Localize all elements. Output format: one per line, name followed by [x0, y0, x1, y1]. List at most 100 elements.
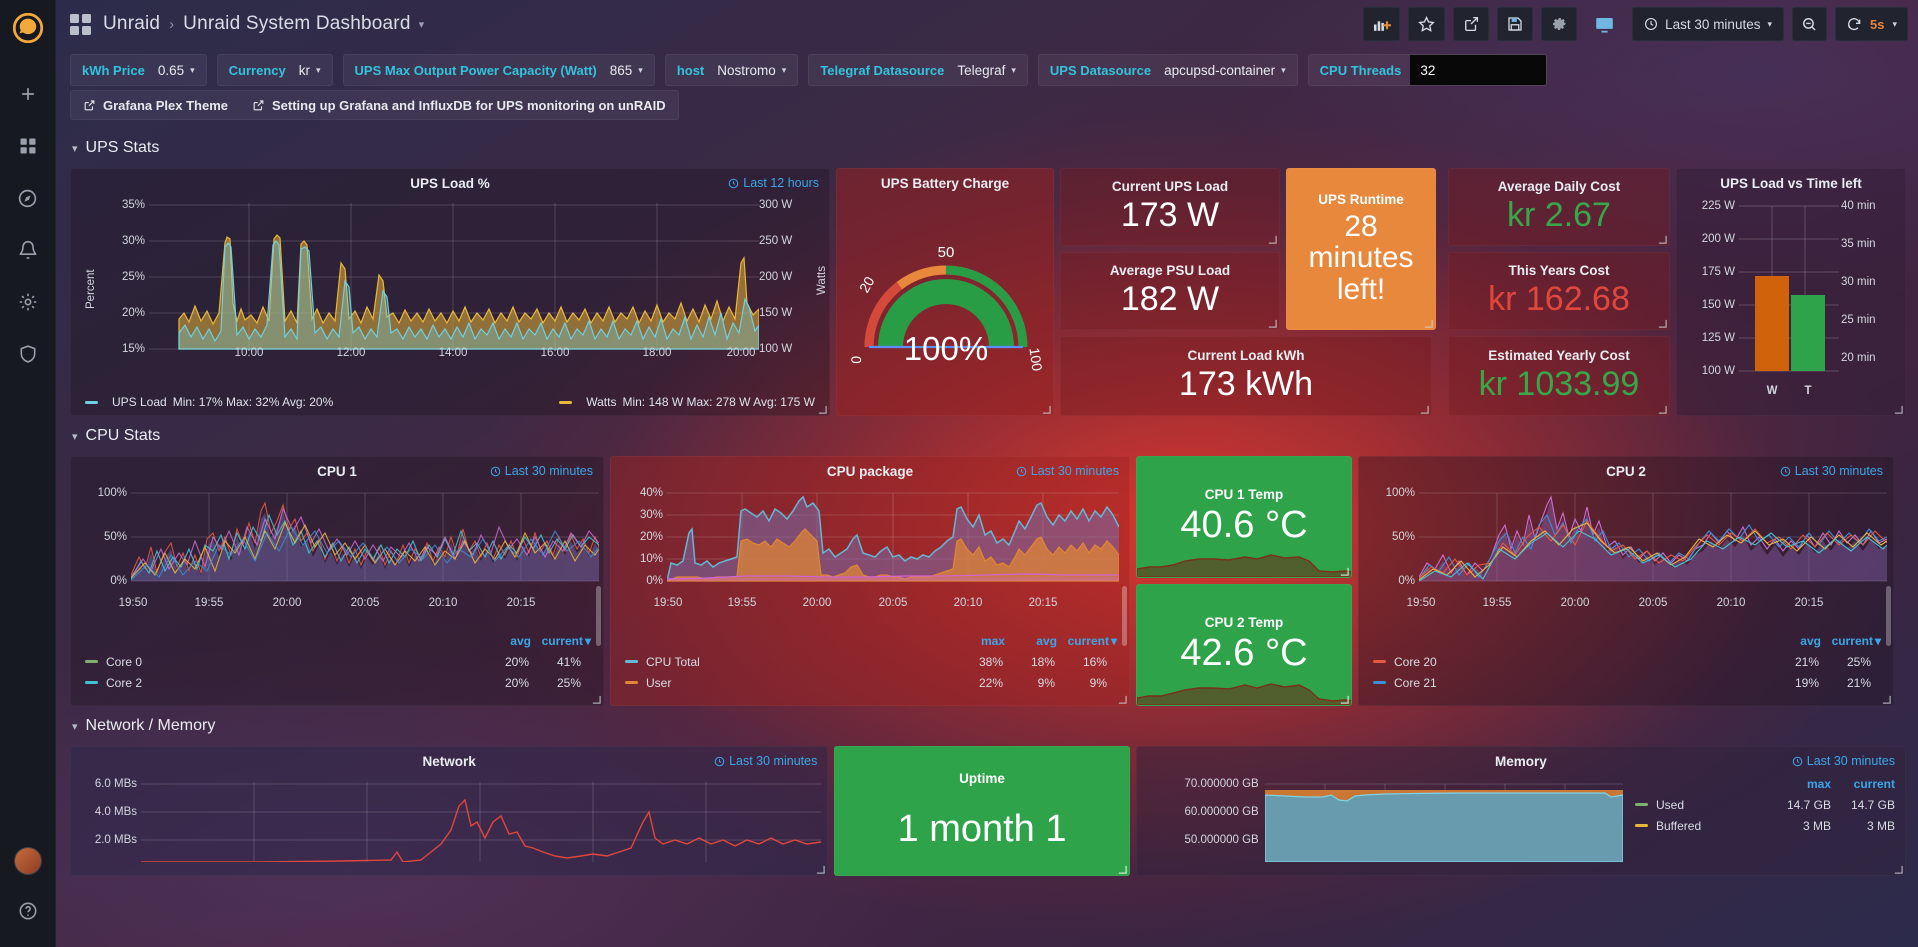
row-header-network-memory[interactable]: ▾ Network / Memory: [72, 712, 1906, 740]
chevron-down-icon[interactable]: ▾: [418, 18, 425, 31]
create-icon[interactable]: [8, 74, 48, 114]
variable-telegraf-datasource[interactable]: Telegraf Datasource Telegraf ▾: [808, 54, 1028, 86]
panel-cpu-1[interactable]: CPU 1 Last 30 minutes 100% 50% 0%: [70, 456, 604, 706]
resize-handle[interactable]: [818, 405, 827, 414]
save-dashboard-button[interactable]: [1497, 7, 1534, 41]
panel-ups-load-vs-time-left[interactable]: UPS Load vs Time left 225 W 200 W 175 W …: [1676, 168, 1906, 416]
explore-compass-icon[interactable]: [8, 178, 48, 218]
legend-scrollbar[interactable]: [596, 586, 601, 646]
panel-average-psu-load[interactable]: Average PSU Load 182 W: [1060, 252, 1280, 330]
dashboard-link-ups-guide[interactable]: Setting up Grafana and InfluxDB for UPS …: [240, 91, 678, 119]
dashboard-settings-button[interactable]: [1541, 7, 1578, 41]
dashboard-link-plex-theme[interactable]: Grafana Plex Theme: [71, 91, 240, 119]
resize-handle[interactable]: [1658, 235, 1667, 244]
panel-ups-load-percent[interactable]: UPS Load % Last 12 hours Percent 35% 30%…: [70, 168, 830, 416]
legend-item-core-2[interactable]: Core 2 20% 25%: [85, 672, 591, 693]
legend-item-core-20[interactable]: Core 20 21% 25%: [1373, 651, 1881, 672]
resize-handle[interactable]: [592, 695, 601, 704]
legend-col-avg[interactable]: avg: [1800, 633, 1821, 648]
legend-col-current[interactable]: current: [1853, 776, 1895, 791]
resize-handle[interactable]: [1268, 235, 1277, 244]
legend-item-watts[interactable]: Watts Min: 148 W Max: 278 W Avg: 175 W: [559, 395, 815, 409]
panel-cpu-1-temp[interactable]: CPU 1 Temp 40.6 °C: [1136, 456, 1352, 578]
panel-estimated-yearly-cost[interactable]: Estimated Yearly Cost kr 1033.99: [1448, 336, 1670, 416]
panel-ups-battery-charge[interactable]: UPS Battery Charge 50 20 0 100 100%: [836, 168, 1054, 416]
legend-sort-caret[interactable]: ▾: [1110, 633, 1117, 648]
variable-ups-datasource[interactable]: UPS Datasource apcupsd-container ▾: [1037, 54, 1298, 86]
legend-scrollbar[interactable]: [1122, 586, 1127, 646]
time-range-picker[interactable]: Last 30 minutes ▾: [1632, 7, 1784, 41]
panel-network[interactable]: Network Last 30 minutes 6.0 MBs 4.0 MBs …: [70, 746, 829, 876]
variable-host[interactable]: host Nostromo ▾: [664, 54, 799, 86]
legend-col-current[interactable]: current: [1831, 633, 1873, 648]
resize-handle[interactable]: [1042, 405, 1051, 414]
variable-value[interactable]: 865 ▾: [606, 55, 654, 85]
variable-value[interactable]: Nostromo ▾: [713, 55, 797, 85]
legend-item-cpu-total[interactable]: CPU Total 38% 18% 16%: [625, 651, 1117, 672]
panel-current-ups-load[interactable]: Current UPS Load 173 W: [1060, 168, 1280, 246]
legend-item-user[interactable]: User 22% 9% 9%: [625, 672, 1117, 693]
resize-handle[interactable]: [1424, 319, 1433, 328]
dashboards-grid-icon[interactable]: [70, 13, 91, 35]
resize-handle[interactable]: [1118, 695, 1127, 704]
resize-handle[interactable]: [1894, 865, 1903, 874]
resize-handle[interactable]: [1658, 405, 1667, 414]
page-title[interactable]: Unraid System Dashboard: [183, 13, 411, 34]
resize-handle[interactable]: [816, 865, 826, 874]
server-admin-shield-icon[interactable]: [8, 334, 48, 374]
resize-handle[interactable]: [1340, 567, 1349, 576]
variable-value[interactable]: kr ▾: [295, 55, 332, 85]
legend-sort-caret[interactable]: ▾: [584, 633, 591, 648]
tv-mode-button[interactable]: [1585, 7, 1624, 41]
cpu-threads-input[interactable]: 32: [1410, 55, 1547, 85]
dashboards-icon[interactable]: [8, 126, 48, 166]
variable-cpu-threads[interactable]: CPU Threads 32: [1307, 54, 1548, 86]
legend-item-used[interactable]: Used 14.7 GB 14.7 GB: [1635, 794, 1895, 815]
variable-value[interactable]: apcupsd-container ▾: [1160, 55, 1297, 85]
legend-item-ups-load[interactable]: UPS Load Min: 17% Max: 32% Avg: 20%: [85, 395, 333, 409]
row-header-cpu-stats[interactable]: ▾ CPU Stats: [72, 422, 1906, 450]
resize-handle[interactable]: [1420, 405, 1429, 414]
legend-item-core-0[interactable]: Core 0 20% 41%: [85, 651, 591, 672]
help-icon[interactable]: [8, 891, 48, 931]
variable-ups-max-output-power[interactable]: UPS Max Output Power Capacity (Watt) 865…: [342, 54, 655, 86]
resize-handle[interactable]: [1268, 319, 1277, 328]
resize-handle[interactable]: [1340, 695, 1349, 704]
panel-ups-runtime[interactable]: UPS Runtime 28 minutes left!: [1286, 168, 1436, 330]
resize-handle[interactable]: [1894, 405, 1903, 414]
add-panel-button[interactable]: [1363, 7, 1401, 41]
variable-value[interactable]: 0.65 ▾: [154, 55, 206, 85]
share-button[interactable]: [1453, 7, 1490, 41]
legend-col-max[interactable]: max: [1806, 776, 1831, 791]
row-header-ups-stats[interactable]: ▾ UPS Stats: [72, 134, 1906, 162]
legend-col-avg[interactable]: avg: [510, 633, 531, 648]
legend-sort-caret[interactable]: ▾: [1874, 633, 1881, 648]
legend-scrollbar[interactable]: [1886, 586, 1891, 646]
panel-uptime[interactable]: Uptime 1 month 1: [834, 746, 1130, 876]
legend-col-avg[interactable]: avg: [1036, 633, 1057, 648]
legend-col-current[interactable]: current: [541, 633, 583, 648]
panel-cpu-2-temp[interactable]: CPU 2 Temp 42.6 °C: [1136, 584, 1352, 706]
resize-handle[interactable]: [1882, 695, 1891, 704]
panel-average-daily-cost[interactable]: Average Daily Cost kr 2.67: [1448, 168, 1670, 246]
panel-current-load-kwh[interactable]: Current Load kWh 173 kWh: [1060, 336, 1432, 416]
panel-cpu-2[interactable]: CPU 2 Last 30 minutes 100% 50% 0%: [1358, 456, 1894, 706]
panel-memory[interactable]: Memory Last 30 minutes 70.000000 GB 60.0…: [1135, 746, 1906, 876]
user-avatar[interactable]: [13, 847, 42, 875]
resize-handle[interactable]: [1658, 319, 1667, 328]
favorite-star-button[interactable]: [1408, 7, 1446, 41]
legend-col-max[interactable]: max: [980, 633, 1005, 648]
alerting-bell-icon[interactable]: [8, 230, 48, 270]
configuration-gear-icon[interactable]: [8, 282, 48, 322]
refresh-picker[interactable]: 5s ▾: [1835, 7, 1908, 41]
panel-this-years-cost[interactable]: This Years Cost kr 162.68: [1448, 252, 1670, 330]
variable-value[interactable]: Telegraf ▾: [953, 55, 1027, 85]
breadcrumb-folder[interactable]: Unraid: [103, 13, 161, 34]
resize-handle[interactable]: [1118, 865, 1127, 874]
legend-item-buffered[interactable]: Buffered 3 MB 3 MB: [1635, 815, 1895, 836]
variable-kwh-price[interactable]: kWh Price 0.65 ▾: [70, 54, 207, 86]
grafana-logo-icon[interactable]: [8, 8, 48, 48]
zoom-out-time-button[interactable]: [1792, 7, 1827, 41]
legend-col-current[interactable]: current: [1067, 633, 1109, 648]
panel-cpu-package[interactable]: CPU package Last 30 minutes 40% 30% 20% …: [610, 456, 1130, 706]
